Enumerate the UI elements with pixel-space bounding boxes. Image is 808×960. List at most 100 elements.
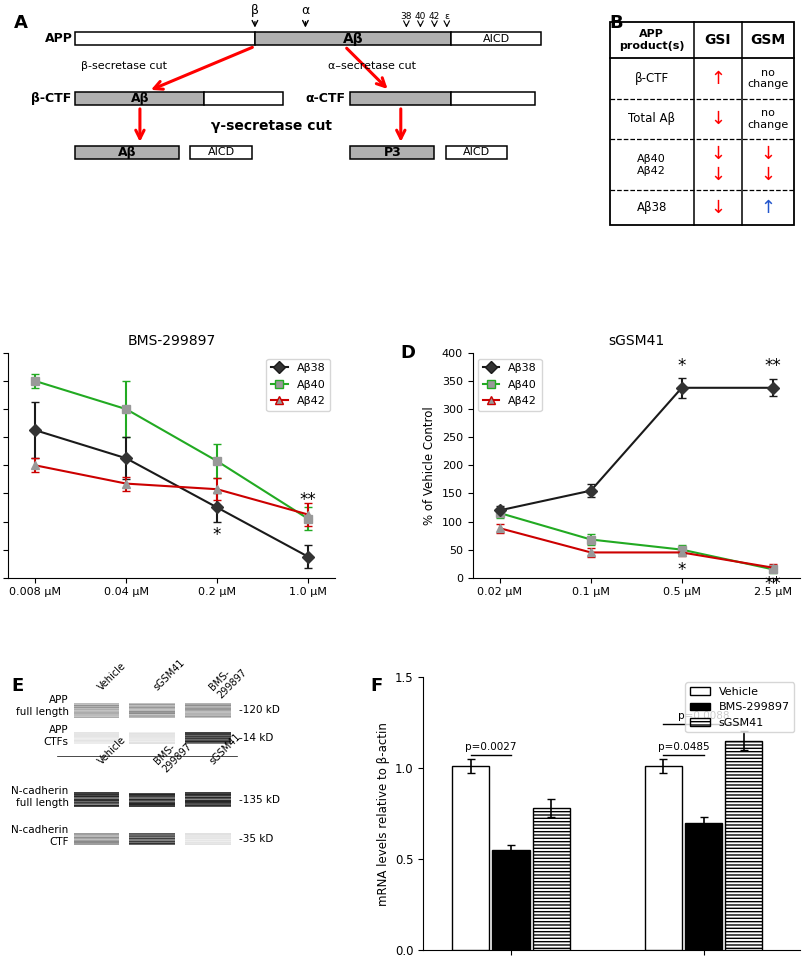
Text: -14 kD: -14 kD [239, 733, 273, 743]
Bar [129, 796, 175, 797]
Text: -135 kD: -135 kD [239, 795, 280, 804]
Text: 42: 42 [429, 12, 440, 20]
Text: D: D [401, 344, 416, 362]
Title: sGSM41: sGSM41 [608, 334, 664, 348]
Bar [185, 742, 231, 743]
Text: ε: ε [444, 12, 449, 20]
Text: sGSM41: sGSM41 [152, 657, 187, 692]
Text: APP
CTFs: APP CTFs [44, 725, 69, 747]
Bar [185, 841, 231, 842]
Bar [492, 850, 529, 950]
Text: A: A [14, 14, 27, 33]
Bar [75, 33, 255, 45]
Bar [129, 712, 175, 714]
Bar [351, 92, 452, 105]
Y-axis label: % of Vehicle Control: % of Vehicle Control [423, 406, 436, 525]
Bar [185, 707, 231, 708]
Text: p=0.0485: p=0.0485 [658, 741, 709, 752]
Text: BMS-
299897: BMS- 299897 [208, 659, 249, 700]
Bar [129, 798, 175, 799]
Bar [191, 146, 252, 158]
Text: N-cadherin
full length: N-cadherin full length [11, 786, 69, 807]
Bar [185, 835, 231, 836]
Bar [74, 793, 120, 806]
Text: AICD: AICD [482, 34, 510, 43]
Text: β: β [251, 4, 259, 17]
Bar [185, 732, 231, 744]
Bar [74, 703, 120, 704]
Text: 38: 38 [401, 12, 412, 20]
Text: Aβ: Aβ [118, 146, 137, 158]
Bar [74, 792, 120, 794]
Bar [74, 796, 120, 797]
Text: **: ** [764, 357, 781, 375]
Text: Vehicle: Vehicle [96, 660, 128, 692]
Bar [185, 709, 231, 710]
Text: GSM: GSM [751, 34, 785, 47]
Text: Aβ40
Aβ42: Aβ40 Aβ42 [638, 154, 666, 176]
Bar [185, 705, 231, 706]
Bar [74, 705, 120, 706]
Bar [75, 146, 179, 158]
Bar [452, 33, 541, 45]
Bar [74, 804, 120, 805]
Y-axis label: mRNA levels relative to β-actin: mRNA levels relative to β-actin [377, 722, 389, 905]
Bar [645, 766, 682, 950]
Legend: Aβ38, Aβ40, Aβ42: Aβ38, Aβ40, Aβ42 [267, 358, 330, 411]
Bar [74, 717, 120, 718]
Bar [129, 844, 175, 845]
Bar [185, 732, 231, 733]
Text: 40: 40 [415, 12, 426, 20]
Bar [74, 798, 120, 799]
Bar [74, 835, 120, 837]
Bar [129, 732, 175, 733]
Text: ↑: ↑ [760, 199, 776, 217]
Bar [129, 710, 175, 711]
Text: *: * [678, 561, 686, 579]
Bar [185, 792, 231, 794]
Bar [129, 800, 175, 801]
Text: P3: P3 [384, 146, 402, 158]
Text: ↓
↓: ↓ ↓ [760, 145, 776, 184]
Title: BMS-299897: BMS-299897 [128, 334, 216, 348]
Bar [185, 802, 231, 803]
Bar [129, 703, 175, 718]
Text: APP: APP [44, 33, 73, 45]
Bar [446, 146, 507, 158]
Bar [185, 706, 231, 707]
Bar [129, 832, 175, 834]
Text: α: α [301, 4, 309, 17]
Bar [185, 800, 231, 801]
Bar [204, 92, 283, 105]
Text: APP
product(s): APP product(s) [619, 30, 684, 51]
Bar [185, 743, 231, 744]
Text: p=0.0027: p=0.0027 [465, 741, 516, 752]
Bar [685, 823, 722, 950]
Bar [75, 92, 204, 105]
Text: ↓: ↓ [710, 110, 726, 128]
Text: APP
full length: APP full length [15, 695, 69, 717]
Text: ↑: ↑ [710, 70, 726, 87]
Bar [74, 800, 120, 801]
Text: Aβ38: Aβ38 [637, 201, 667, 214]
Text: Aβ: Aβ [131, 92, 149, 105]
Text: Total Aβ: Total Aβ [628, 112, 675, 126]
Text: **: ** [300, 491, 317, 509]
Bar [74, 743, 120, 744]
Text: ↓
↓: ↓ ↓ [710, 145, 726, 184]
Text: α-CTF: α-CTF [305, 92, 346, 105]
Bar [726, 740, 763, 950]
Bar [185, 793, 231, 806]
Bar [185, 711, 231, 712]
Bar [452, 766, 489, 950]
Text: *: * [678, 357, 686, 375]
Text: GSI: GSI [705, 34, 731, 47]
Text: E: E [11, 677, 23, 695]
Bar [185, 794, 231, 796]
Bar [129, 793, 175, 806]
Text: no
change: no change [747, 108, 789, 130]
Text: sGSM41: sGSM41 [208, 731, 242, 766]
Text: ↓: ↓ [710, 199, 726, 217]
Bar [185, 737, 231, 738]
Text: p=0.0088: p=0.0088 [678, 710, 730, 721]
